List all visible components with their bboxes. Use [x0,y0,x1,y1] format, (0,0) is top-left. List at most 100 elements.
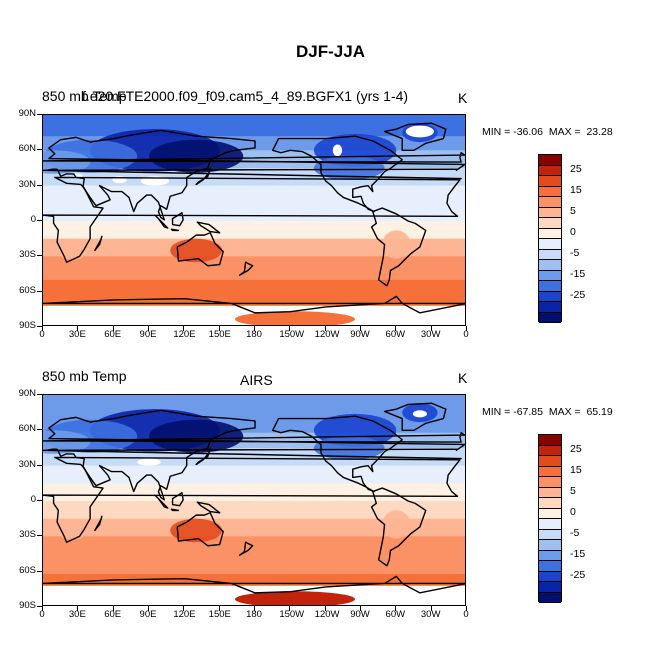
lon-tick-mark [218,606,220,611]
lon-tick-label: 90W [350,609,370,620]
coastline [43,129,465,221]
panel-obs: 850 mb Temp AIRS K MIN = -67.85 MAX = 65… [0,368,661,648]
panel-left-label: 850 mb Temp [42,88,127,104]
lat-tick-label: 30N [18,458,36,470]
colorbar-segment [539,445,561,456]
colorbar-segment [539,165,561,176]
coastline [271,415,403,493]
temperature-band [43,256,465,281]
colorbar-label: 15 [570,463,582,476]
colorbar-segment [539,260,561,271]
coastline [94,235,103,252]
lon-tick-label: 30E [68,329,86,340]
colorbar-segment [539,582,561,593]
lat-tick-label: 90N [18,108,36,119]
lon-tick-label: 150W [279,329,305,340]
lat-tick-label: 30N [18,178,36,190]
temperature-anomaly [43,150,91,174]
temperature-band [43,465,465,484]
colorbar-segment [539,302,561,313]
colorbar-segment [539,435,561,446]
colorbar-segment [539,207,561,218]
temperature-anomaly [382,230,411,259]
coastline [383,402,447,432]
colorbar-segment [539,197,561,208]
colorbar-segment [539,456,561,467]
lon-tick-label: 120E [173,609,196,620]
lon-tick-label: 90E [139,329,157,340]
lat-tick-label: 0 [30,214,36,225]
lon-tick-mark [77,326,79,331]
colorbar-segment [539,186,561,197]
coastline [238,261,254,276]
coastline [176,512,224,547]
colorbar-label: -5 [570,246,580,259]
temperature-band [43,221,465,240]
lon-tick-mark [324,606,326,611]
coastline [196,501,221,514]
colorbar-label: 0 [570,225,576,238]
colorbar-segment [539,592,561,603]
lon-tick-label: 30E [68,609,86,620]
temperature-anomaly [382,510,411,539]
temperature-anomaly [58,241,87,260]
panel-units: K [458,90,468,106]
lon-tick-label: 150W [279,609,305,620]
colorbar-segment [539,477,561,488]
coastline [383,122,447,152]
lon-tick-label: 90E [139,609,157,620]
temperature-band [43,279,465,295]
colorbar-label: -5 [570,526,580,539]
lon-tick-mark [395,326,397,331]
lon-tick-mark [289,326,291,331]
lat-tick-label: 0 [30,494,36,505]
lon-tick-mark [254,326,255,331]
colorbar-label: 15 [570,183,582,196]
colorbar-segment [539,176,561,187]
lat-tick-label: 90N [18,388,36,399]
colorbar-segment [539,291,561,302]
missing-data-region [405,125,435,138]
coastline [43,456,461,543]
coastline [170,228,180,232]
colorbar-segment [539,571,561,582]
lon-tick-label: 0 [39,329,45,340]
temperature-map [43,395,465,605]
lat-tick-mark [37,255,42,257]
antarctic-warm-region [235,311,355,325]
coastline [43,409,465,501]
coastline [238,541,254,556]
temperature-band [43,203,465,222]
lon-tick-label: 120W [314,329,340,340]
colorbar-segment [539,529,561,540]
temperature-map [43,115,465,325]
lon-tick-mark [430,606,432,611]
lat-tick-label: 90S [19,600,36,611]
lat-tick-label: 90S [19,320,36,331]
coastline [171,212,184,227]
page-title: DJF-JJA [296,42,365,61]
lon-tick-mark [466,326,467,331]
colorbar-segment [539,466,561,477]
lon-tick-mark [148,326,149,331]
colorbar-label: 25 [570,162,582,175]
colorbar-label: 25 [570,442,582,455]
coastline [195,167,211,186]
colorbar-segment [539,281,561,292]
temperature-band [43,501,465,520]
coastline [154,214,169,229]
lon-tick-mark [183,606,185,611]
lon-tick-label: 60E [104,609,122,620]
coastline [43,575,465,594]
panel-left-label: 850 mb Temp [42,368,127,384]
temperature-band [43,185,465,204]
coastline [170,508,180,512]
colorbar-label: -25 [570,568,586,581]
lat-tick-mark [37,535,42,537]
coastline [370,487,427,567]
lon-tick-mark [112,606,114,611]
colorbar-segment [539,508,561,519]
temperature-anomaly [149,139,244,173]
temperature-band [43,536,465,561]
lon-tick-label: 150E [208,609,231,620]
